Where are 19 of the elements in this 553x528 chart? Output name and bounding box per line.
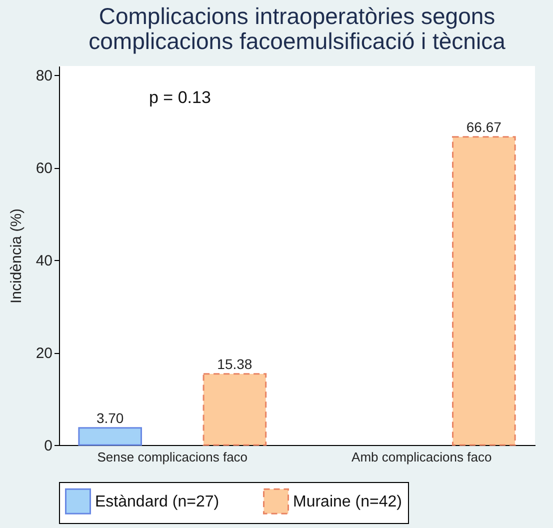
y-axis-title: Incidència (%) (8, 208, 25, 304)
y-tick-label: 80 (36, 68, 52, 85)
bar (78, 427, 142, 446)
bar (202, 373, 267, 446)
legend-label: Muraine (n=42) (293, 493, 402, 510)
data-label: 3.70 (96, 410, 124, 426)
legend-label: Estàndard (n=27) (95, 493, 220, 510)
y-tick-label: 40 (36, 252, 52, 270)
y-tick-label: 0 (44, 438, 52, 454)
bar (452, 136, 516, 446)
data-label: 15.38 (217, 356, 252, 372)
text: Complicacions intraoperatòries segons (98, 3, 496, 29)
text: complicacions facoemulsificació i tècnica (88, 28, 506, 54)
x-tick-label: Amb complicacions faco (352, 450, 492, 464)
y-tick-label: 20 (36, 345, 52, 362)
x-tick-label: Sense complicacions faco (97, 450, 248, 464)
y-tick-label: 60 (36, 160, 52, 178)
annotation: p = 0.13 (149, 88, 211, 107)
data-label: 66.67 (466, 118, 502, 135)
